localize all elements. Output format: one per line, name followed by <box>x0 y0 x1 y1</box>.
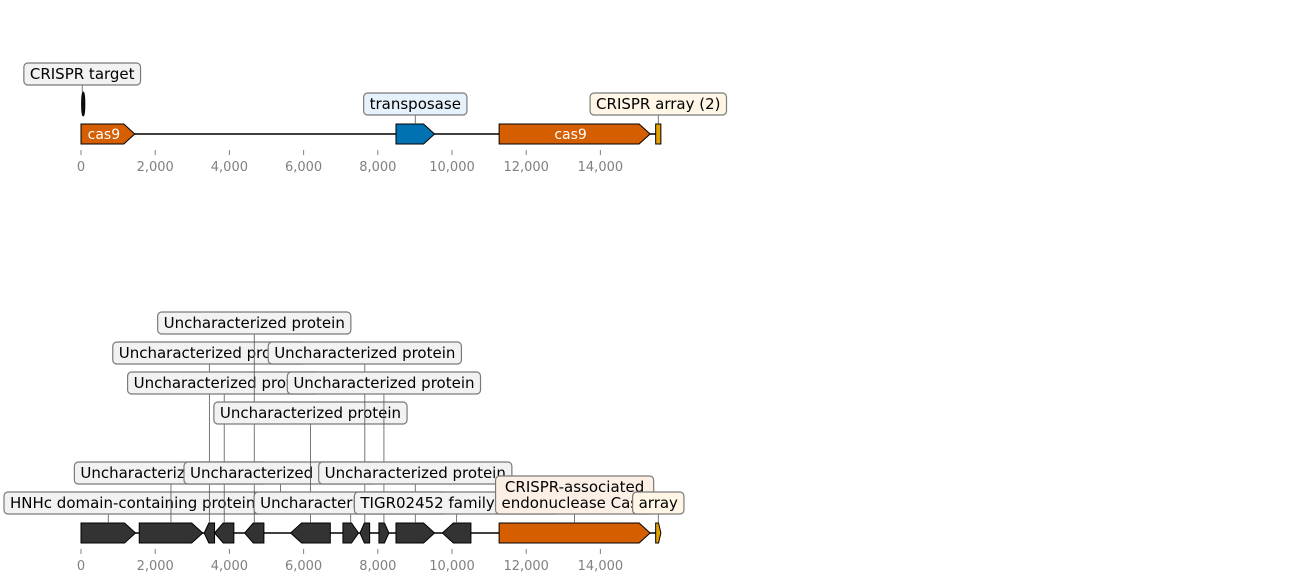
uncharacterized-1-arrow <box>139 523 202 543</box>
axis-tick-label: 2,000 <box>137 160 174 175</box>
label-text: CRISPR target <box>30 65 135 83</box>
hnhc-protein-label: HNHc domain-containing protein <box>4 492 261 523</box>
transposase-arrow <box>396 124 435 144</box>
label-text: Uncharacterized protein <box>293 374 474 392</box>
axis-tick-label: 10,000 <box>429 559 475 574</box>
axis-tick-label: 12,000 <box>503 559 549 574</box>
track-top: 0 2,000 4,000 6,000 8,000 10,000 12,000 14,000 c… <box>24 63 727 175</box>
axis-tick-label: 12,000 <box>503 160 549 175</box>
axis-tick-label: 2,000 <box>137 559 174 574</box>
axis-tick-label: 0 <box>77 559 85 574</box>
array-arrow <box>656 523 661 543</box>
crispr-array-arrow <box>656 124 661 144</box>
uncharacterized-4-arrow <box>245 523 264 543</box>
label-text: CRISPR array (2) <box>596 95 720 113</box>
tigr02452-protein-arrow <box>442 523 471 543</box>
label-text: transposase <box>370 95 461 113</box>
axis-tick-label: 10,000 <box>429 160 475 175</box>
uncharacterized-6-arrow <box>291 523 331 543</box>
uncharacterized-3-arrow <box>215 523 234 543</box>
axis-tick-label: 14,000 <box>578 559 624 574</box>
label-text: Uncharacterized protein <box>164 314 345 332</box>
crispr-target-label: CRISPR target <box>24 63 141 92</box>
crispr-array-label: CRISPR array (2) <box>590 93 726 124</box>
uncharacterized-8-arrow <box>360 523 370 543</box>
hnhc-protein-arrow <box>81 523 136 543</box>
transposase-label: transposase <box>364 93 467 124</box>
axis-tick-label: 4,000 <box>211 160 248 175</box>
track-bottom: 0 2,000 4,000 6,000 8,000 10,000 12,000 14,000 H… <box>4 312 684 574</box>
array-label: array <box>633 492 684 523</box>
uncharacterized-7-arrow <box>343 523 359 543</box>
axis-tick-label: 6,000 <box>285 160 322 175</box>
crispr-target-marker <box>82 92 85 116</box>
label-text: HNHc domain-containing protein <box>10 494 255 512</box>
cas9-1-inner-label: cas9 <box>88 127 120 143</box>
axis-tick-label: 6,000 <box>285 559 322 574</box>
label-text: endonuclease Cas9 <box>502 494 648 512</box>
label-text: Uncharacterized protein <box>220 404 401 422</box>
label-text: Uncharacterized protein <box>274 344 455 362</box>
label-text: array <box>639 494 678 512</box>
cas9-2-inner-label: cas9 <box>554 127 586 143</box>
label-text: Uncharacterized protein <box>325 464 506 482</box>
axis-tick-label: 0 <box>77 160 85 175</box>
axis-tick-label: 4,000 <box>211 559 248 574</box>
uncharacterized-9-arrow <box>379 523 389 543</box>
uncharacterized-2-arrow <box>204 523 214 543</box>
axis-tick-label: 8,000 <box>359 559 396 574</box>
uncharacterized-10-arrow <box>396 523 435 543</box>
crispr-associated-cas9-arrow <box>499 523 650 543</box>
axis-tick-label: 8,000 <box>359 160 396 175</box>
axis-tick-label: 14,000 <box>578 160 624 175</box>
